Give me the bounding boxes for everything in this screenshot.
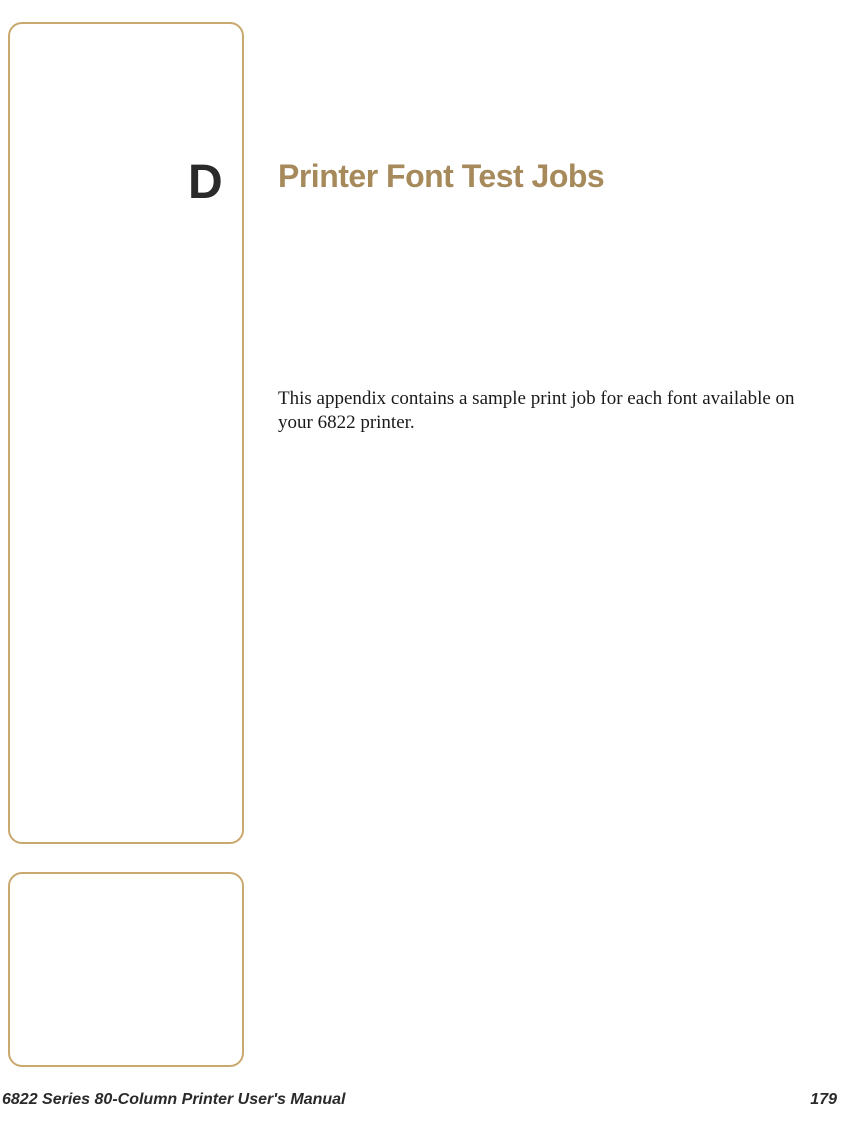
- appendix-letter: D: [188, 155, 222, 210]
- footer-manual-title: 6822 Series 80-Column Printer User's Man…: [2, 1091, 346, 1109]
- sidebar-box-large: [8, 22, 244, 844]
- sidebar-box-small: [8, 872, 244, 1067]
- appendix-body-text: This appendix contains a sample print jo…: [278, 387, 823, 435]
- footer-page-number: 179: [810, 1091, 837, 1109]
- appendix-title: Printer Font Test Jobs: [278, 158, 604, 195]
